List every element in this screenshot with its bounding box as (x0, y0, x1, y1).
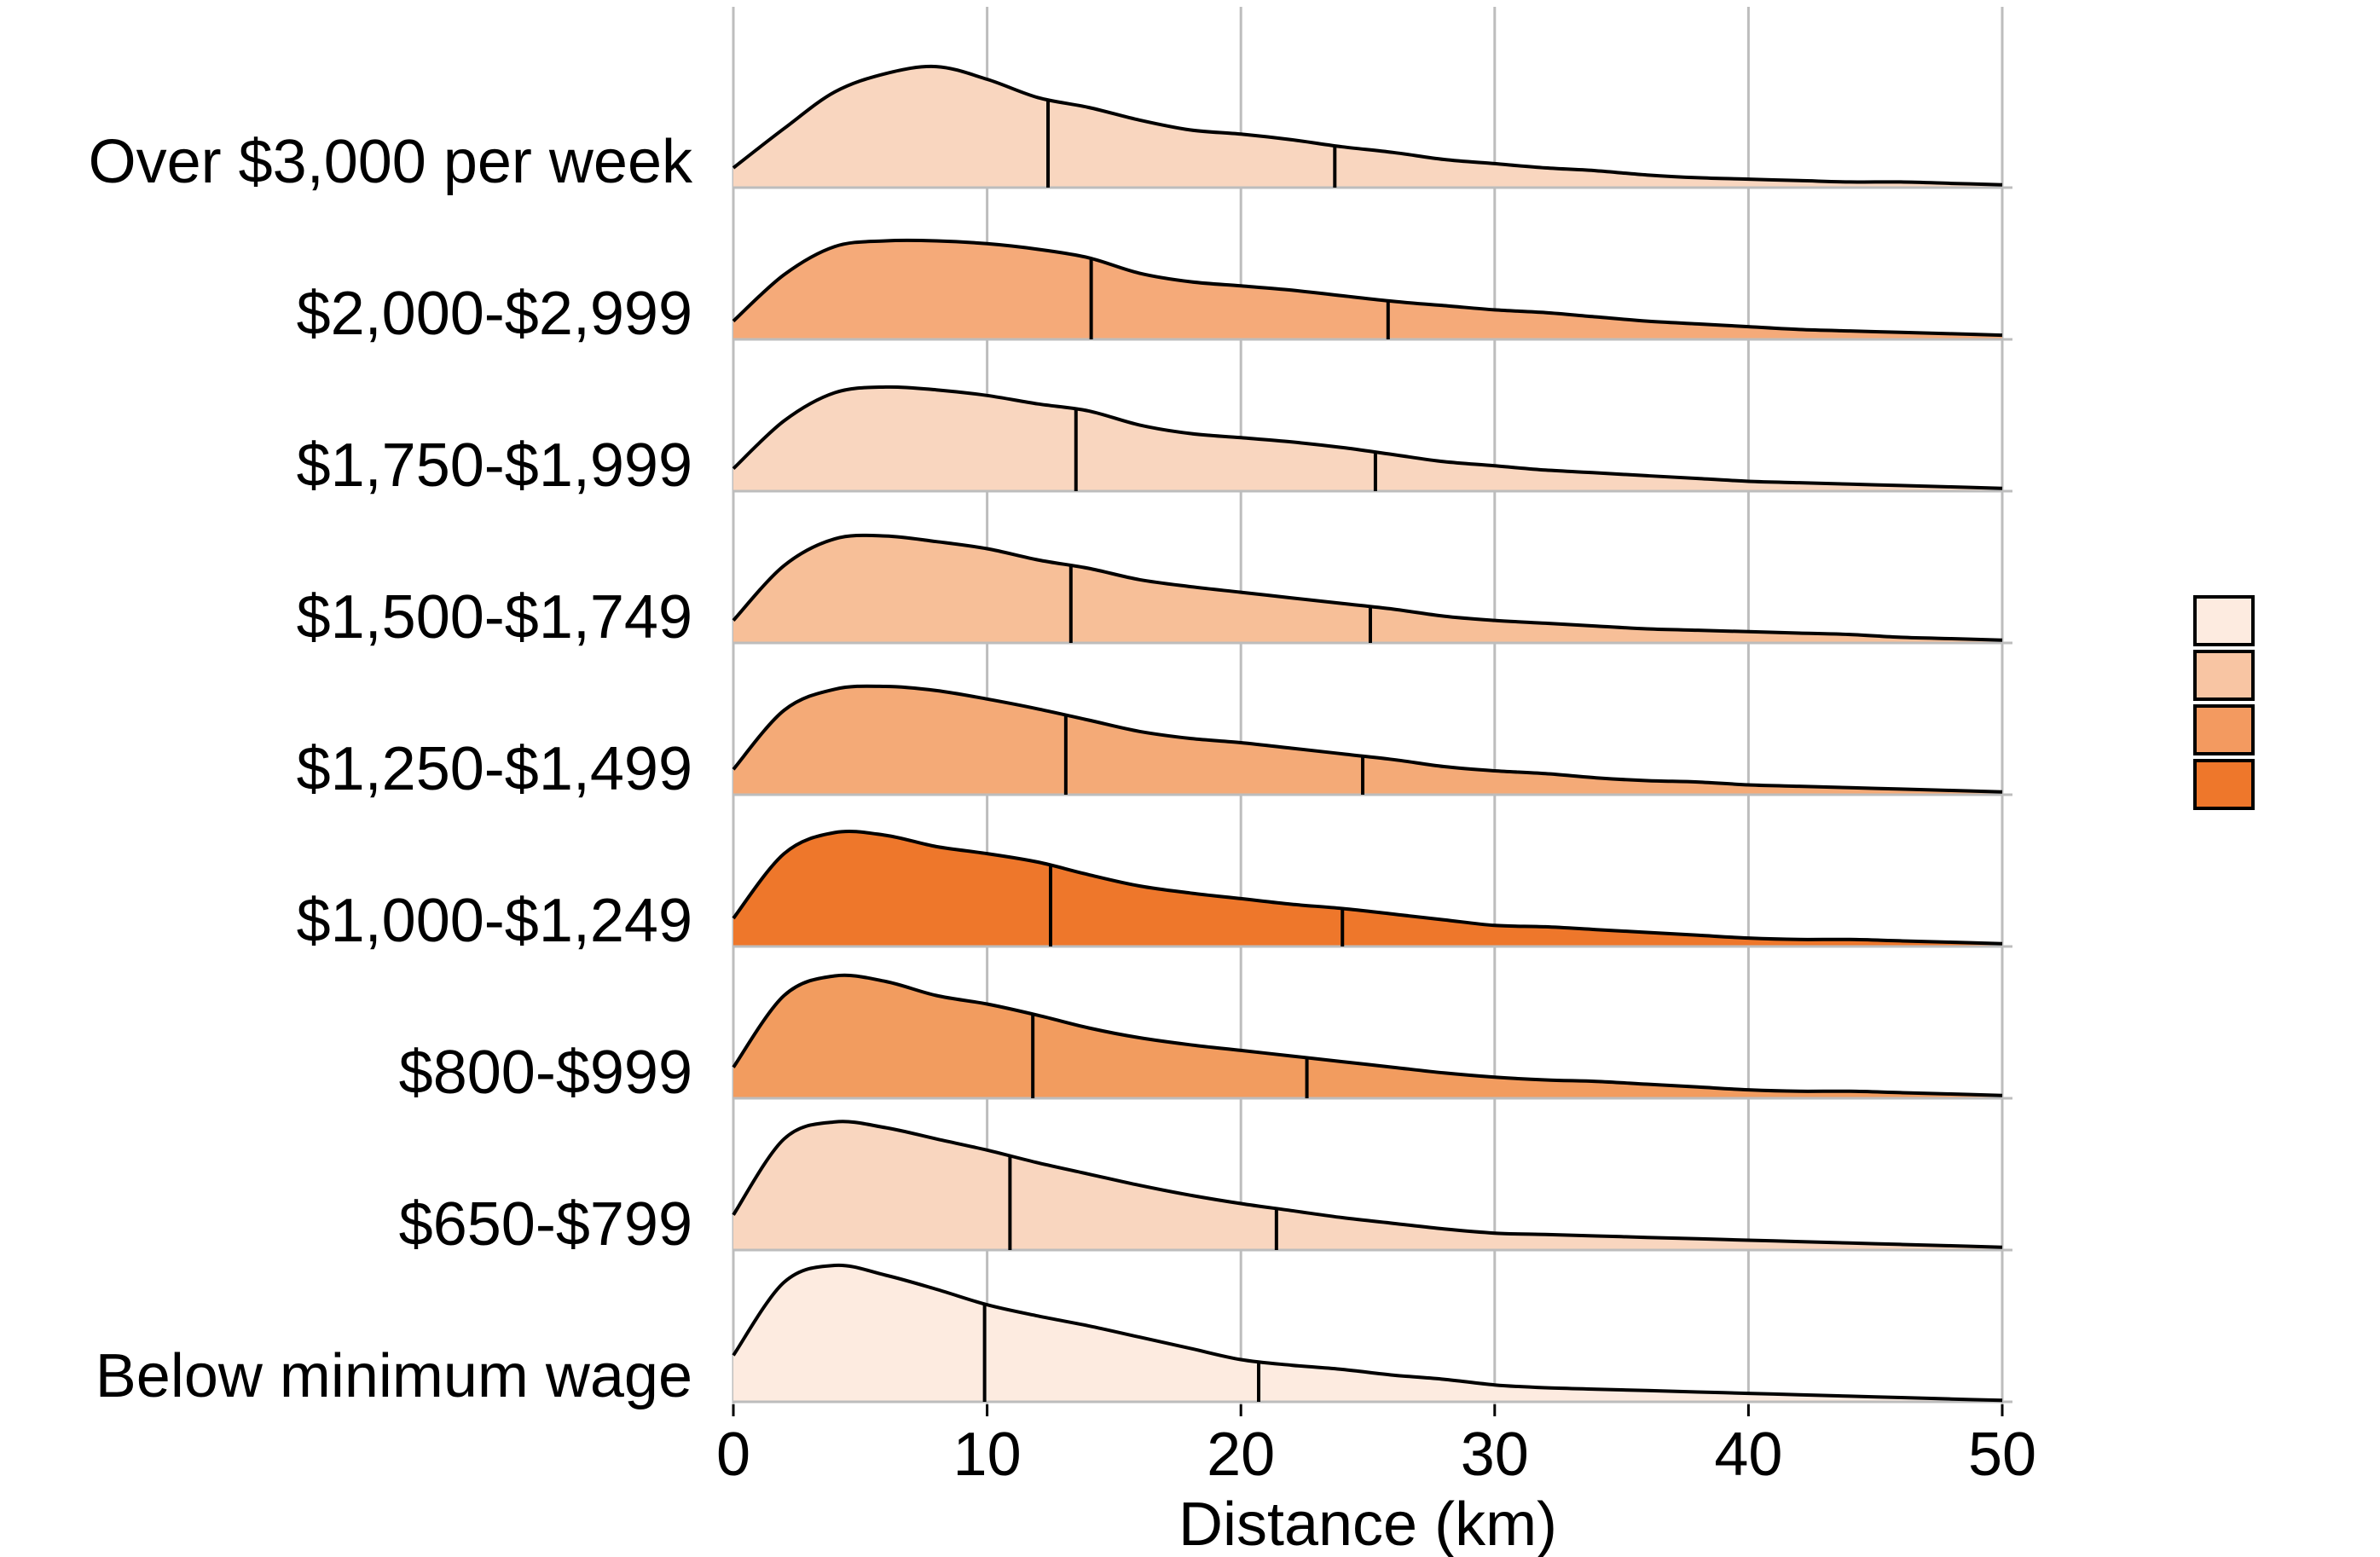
ridge-5-outline (732, 684, 2003, 794)
x-tick-label: 30 (1461, 1421, 1529, 1489)
x-tick-label: 50 (1968, 1421, 2036, 1489)
ridge-3 (732, 385, 2012, 493)
ridge-8 (732, 1120, 2012, 1252)
x-axis: 0 10 20 30 40 50 (716, 1404, 2036, 1489)
ridge-9-area (733, 1265, 2002, 1402)
grid-lines (732, 7, 2004, 1404)
x-axis-title: Distance (km) (1178, 1490, 1557, 1557)
legend-swatch-3 (2193, 704, 2255, 755)
category-label: $650-$799 (399, 1190, 692, 1259)
ridge-3-outline (732, 385, 2003, 490)
category-label: $800-$999 (399, 1039, 692, 1107)
legend-swatch-4 (2193, 759, 2255, 810)
category-label: $1,750-$1,999 (297, 431, 692, 500)
ridges (732, 64, 2012, 1404)
ridge-1-area (733, 66, 2002, 188)
ridge-2-area (733, 240, 2002, 339)
legend-swatch-2 (2193, 650, 2255, 701)
ridge-9 (732, 1263, 2012, 1404)
legend (2193, 595, 2255, 810)
ridge-9-outline (732, 1263, 2003, 1403)
category-label: $2,000-$2,999 (297, 280, 692, 348)
x-tick-label: 20 (1207, 1421, 1275, 1489)
ridge-8-outline (732, 1120, 2003, 1249)
ridge-5-area (733, 686, 2002, 795)
x-tick-label: 10 (953, 1421, 1022, 1489)
category-label: $1,500-$1,749 (297, 583, 692, 651)
ridge-4-area (733, 535, 2002, 643)
category-label: $1,250-$1,499 (297, 735, 692, 803)
ridge-4 (732, 533, 2012, 645)
ridge-5 (732, 684, 2012, 796)
ridge-7 (732, 973, 2012, 1100)
legend-swatch-1 (2193, 595, 2255, 646)
ridge-2 (732, 238, 2012, 341)
category-label: $1,000-$1,249 (297, 887, 692, 955)
ridge-6-area (733, 831, 2002, 946)
ridge-6-outline (732, 830, 2003, 946)
ridge-1-outline (732, 64, 2003, 187)
category-label: Over $3,000 per week (89, 128, 693, 196)
ridge-7-outline (732, 973, 2003, 1097)
ridge-6 (732, 830, 2012, 948)
ridge-4-outline (732, 533, 2003, 642)
ridge-7-area (733, 975, 2002, 1098)
category-labels: Over $3,000 per week $2,000-$2,999 $1,750-… (89, 128, 693, 1410)
x-tick-label: 0 (716, 1421, 750, 1489)
ridge-1 (732, 64, 2012, 189)
ridge-2-outline (732, 238, 2003, 338)
ridge-3-area (733, 386, 2002, 491)
x-tick-label: 40 (1714, 1421, 1782, 1489)
category-label: Below minimum wage (96, 1342, 692, 1410)
ridge-8-area (733, 1121, 2002, 1250)
